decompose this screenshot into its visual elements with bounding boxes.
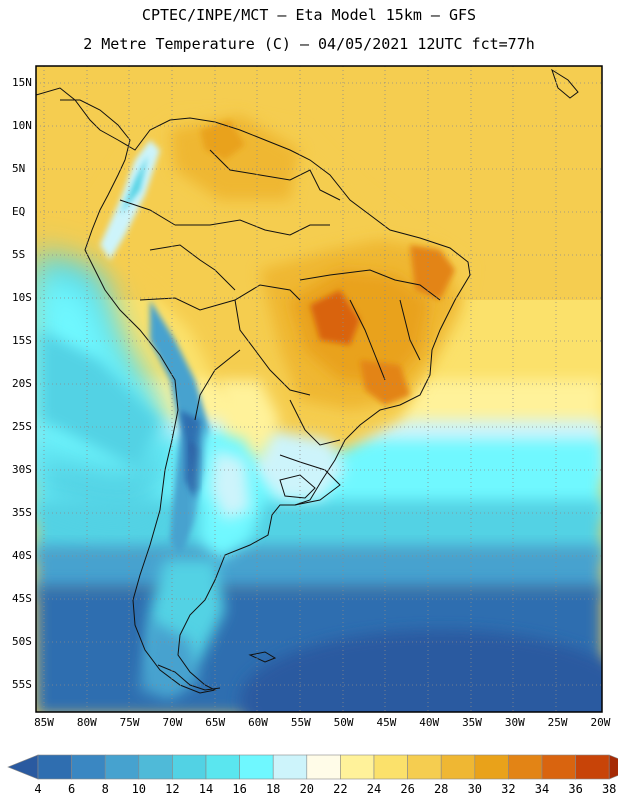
colorbar-label: 34: [534, 782, 550, 796]
colorbar: [7, 754, 618, 780]
colorbar-swatch: [239, 754, 274, 780]
colorbar-swatch: [205, 754, 240, 780]
coastlines: [36, 68, 579, 694]
lon-label: 40W: [419, 716, 440, 729]
colorbar-label: 4: [34, 782, 42, 796]
lat-label: 15N: [12, 76, 32, 89]
lat-label: 50S: [12, 635, 32, 648]
colorbar-swatch: [474, 754, 509, 780]
colorbar-swatch: [373, 754, 408, 780]
lon-label: 70W: [162, 716, 183, 729]
lon-label: 55W: [290, 716, 311, 729]
colorbar-swatch: [306, 754, 341, 780]
colorbar-label: 26: [400, 782, 415, 796]
colorbar-arrow-high: [608, 754, 618, 780]
colorbar-swatch: [37, 754, 72, 780]
lon-label: 75W: [119, 716, 140, 729]
colorbar-label: 38: [601, 782, 617, 796]
colorbar-swatch: [440, 754, 476, 780]
colorbar-label: 6: [67, 782, 76, 796]
colorbar-label: 30: [467, 782, 483, 796]
lon-label: 85W: [34, 716, 54, 729]
lat-label: 35S: [12, 506, 32, 519]
colorbar-swatch: [71, 754, 106, 780]
map-frame: [35, 65, 603, 713]
colorbar-swatch: [575, 754, 610, 780]
lat-label: 15S: [12, 334, 32, 347]
colorbar-label: 18: [265, 782, 281, 796]
colorbar-label: 24: [366, 782, 382, 796]
colorbar-swatch: [138, 754, 173, 780]
lon-label: 65W: [205, 716, 226, 729]
colorbar-label: 14: [198, 782, 214, 796]
lat-label: 55S: [12, 678, 32, 691]
colorbar-swatch: [272, 754, 308, 780]
lat-label: 45S: [12, 592, 32, 605]
lon-label: 30W: [504, 716, 525, 729]
lat-label: 25S: [12, 420, 32, 433]
colorbar-swatch: [407, 754, 442, 780]
colorbar-label: 8: [101, 782, 109, 796]
colorbar-label: 20: [299, 782, 315, 796]
lat-label: 30S: [12, 463, 32, 476]
lon-label: 80W: [76, 716, 97, 729]
colorbar-swatch: [340, 754, 375, 780]
lat-label: 10N: [12, 119, 32, 132]
lat-label: 10S: [12, 291, 32, 304]
colorbar-label: 28: [433, 782, 449, 796]
colorbar-swatch: [172, 754, 207, 780]
colorbar-arrow-low: [7, 754, 39, 780]
lon-label: 20W: [590, 716, 611, 729]
colorbar-swatch: [508, 754, 543, 780]
temperature-field: [36, 66, 602, 712]
lat-label: EQ: [12, 205, 26, 218]
lat-label: 20S: [12, 377, 32, 390]
lat-label: 5N: [12, 162, 26, 175]
colorbar-label: 36: [568, 782, 583, 796]
colorbar-swatch: [104, 754, 140, 780]
lon-label: 25W: [547, 716, 568, 729]
colorbar-label: 16: [232, 782, 247, 796]
lat-label: 40S: [12, 549, 32, 562]
title-model: CPTEC/INPE/MCT – Eta Model 15km – GFS: [141, 6, 477, 24]
lon-label: 60W: [248, 716, 268, 729]
colorbar-label: 22: [333, 782, 348, 796]
lon-label: 45W: [376, 716, 397, 729]
colorbar-label: 12: [165, 782, 180, 796]
colorbar-label: 32: [501, 782, 516, 796]
lon-label: 35W: [462, 716, 482, 729]
colorbar-label: 10: [131, 782, 147, 796]
lon-label: 50W: [333, 716, 354, 729]
colorbar-swatch: [541, 754, 576, 780]
lat-label: 5S: [12, 248, 26, 261]
title-variable: 2 Metre Temperature (C) – 04/05/2021 12U…: [83, 35, 535, 53]
